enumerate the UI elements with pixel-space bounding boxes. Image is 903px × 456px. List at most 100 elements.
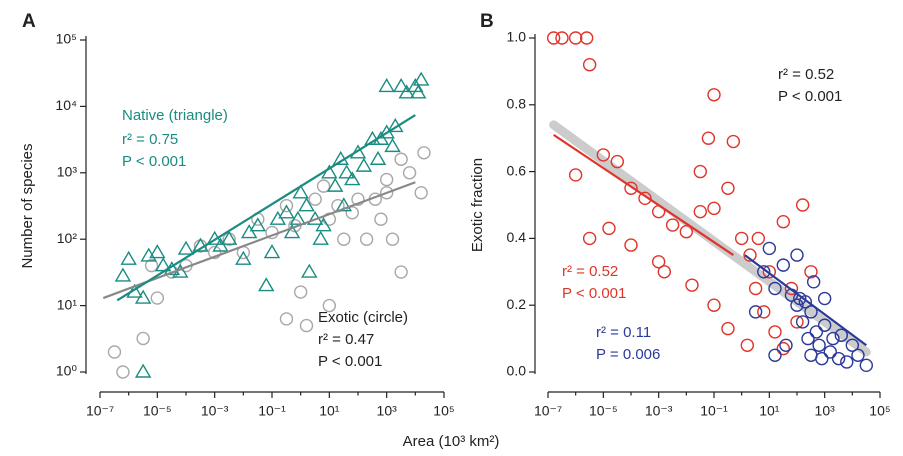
point <box>263 244 281 259</box>
fit-stat: r² = 0.47 <box>318 331 374 348</box>
y-axis-label: Exotic fraction <box>469 158 486 252</box>
point <box>417 146 431 160</box>
point <box>768 281 782 296</box>
overall-stat: P < 0.001 <box>778 88 842 105</box>
fit-stat: r² = 0.75 <box>122 131 178 148</box>
point <box>107 345 122 359</box>
x-tick-label: 10⁻⁵ <box>143 403 172 419</box>
point <box>568 31 583 45</box>
point <box>120 250 137 265</box>
point <box>235 250 252 265</box>
point <box>212 237 229 252</box>
point <box>359 232 374 246</box>
point <box>402 166 417 180</box>
point <box>826 331 840 346</box>
point <box>369 150 387 165</box>
point <box>707 88 721 102</box>
fit-line <box>116 114 416 302</box>
point <box>136 331 150 346</box>
point <box>815 351 829 366</box>
point <box>384 137 401 153</box>
point <box>804 265 818 279</box>
point <box>610 154 625 169</box>
point <box>596 148 611 162</box>
y-tick-label: 10⁴ <box>55 97 77 113</box>
y-tick-label: 10³ <box>57 164 78 180</box>
point <box>840 355 854 369</box>
point <box>757 305 771 319</box>
point <box>834 328 849 342</box>
overall-stat: r² = 0.52 <box>778 66 834 83</box>
x-tick-label: 10⁻⁷ <box>534 403 562 419</box>
point <box>315 217 332 232</box>
point <box>768 348 782 362</box>
y-tick-label: 0.4 <box>507 229 527 245</box>
x-tick-label: 10⁻¹ <box>700 403 728 419</box>
point <box>790 315 804 329</box>
point <box>555 31 569 45</box>
point <box>812 338 826 352</box>
x-tick-label: 10⁻⁵ <box>589 403 618 419</box>
fit-line <box>553 133 734 257</box>
fit-line <box>102 181 416 300</box>
point <box>379 186 394 200</box>
point <box>316 179 331 193</box>
point <box>798 295 813 309</box>
point <box>757 265 771 279</box>
point <box>817 318 832 332</box>
x-tick-label: 10¹ <box>319 403 340 419</box>
fit-stat: P < 0.001 <box>318 353 382 370</box>
point <box>685 278 699 292</box>
point <box>192 237 209 252</box>
point <box>776 341 791 356</box>
point <box>776 214 791 229</box>
point <box>279 198 294 213</box>
point <box>289 210 307 225</box>
x-tick-label: 10⁵ <box>433 403 454 419</box>
point <box>795 198 810 212</box>
point <box>768 325 782 339</box>
point <box>624 238 638 252</box>
fit-stat: P < 0.001 <box>122 153 186 170</box>
point <box>721 181 735 196</box>
point <box>740 338 755 352</box>
point <box>293 285 308 299</box>
point <box>751 231 766 246</box>
point <box>568 168 583 182</box>
y-tick-label: 10² <box>57 230 78 246</box>
point <box>335 197 353 212</box>
y-tick-label: 10⁵ <box>56 31 77 47</box>
point <box>292 184 309 199</box>
point <box>326 177 344 192</box>
fit-stat: r² = 0.11 <box>596 324 651 341</box>
legend-label: Exotic (circle) <box>318 309 408 326</box>
point <box>823 345 838 359</box>
point <box>414 186 428 200</box>
point <box>385 232 400 246</box>
point <box>394 152 408 166</box>
point <box>779 338 793 352</box>
point <box>258 277 275 292</box>
y-tick-label: 10¹ <box>57 296 78 312</box>
point <box>116 365 130 379</box>
point <box>582 231 597 246</box>
point <box>177 240 195 255</box>
point <box>379 172 394 187</box>
panel-label: B <box>480 11 494 32</box>
y-tick-label: 0.6 <box>507 162 527 178</box>
point <box>657 265 672 279</box>
point <box>351 192 365 206</box>
point <box>817 291 832 306</box>
panel-label: A <box>22 11 36 32</box>
x-tick-label: 10⁻¹ <box>258 403 286 419</box>
x-tick-label: 10⁻⁷ <box>86 403 114 419</box>
x-tick-label: 10⁵ <box>869 403 890 419</box>
x-tick-label: 10⁻³ <box>645 403 673 419</box>
point <box>651 255 666 269</box>
point <box>149 244 166 259</box>
point <box>762 241 777 256</box>
point <box>806 275 821 289</box>
point <box>394 265 408 279</box>
y-tick-label: 1.0 <box>507 29 527 45</box>
